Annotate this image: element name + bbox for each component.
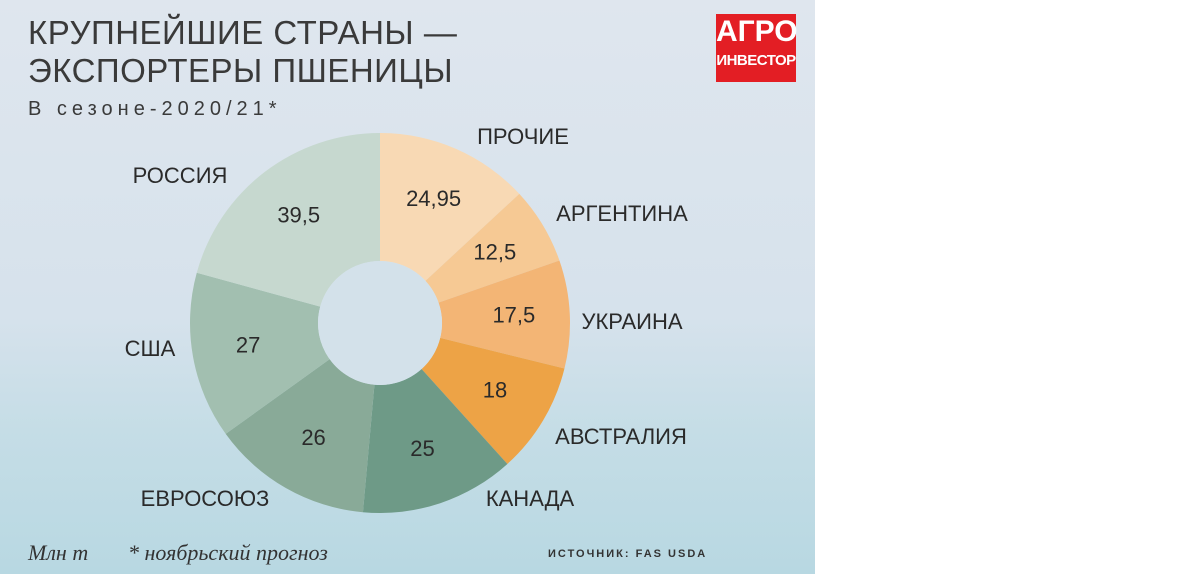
value-label: 25: [410, 436, 434, 461]
donut-slice: [438, 260, 571, 369]
category-label: УКРАИНА: [581, 309, 682, 334]
logo-bottom: ИНВЕСТОР: [716, 52, 796, 69]
chart-title: КРУПНЕЙШИЕ СТРАНЫ — ЭКСПОРТЕРЫ ПШЕНИЦЫ: [28, 14, 458, 89]
donut-slice: [421, 337, 565, 464]
donut-hole: [318, 261, 442, 385]
value-label: 18: [483, 378, 507, 403]
footnote: * ноябрьский прогноз: [128, 540, 328, 565]
value-label: 39,5: [277, 202, 320, 227]
infographic: КРУПНЕЙШИЕ СТРАНЫ — ЭКСПОРТЕРЫ ПШЕНИЦЫ В…: [0, 0, 815, 574]
value-label: 26: [301, 425, 325, 450]
donut-slice: [225, 359, 375, 513]
category-label: РОССИЯ: [133, 163, 228, 188]
donut-slice: [380, 133, 520, 281]
category-label: АРГЕНТИНА: [556, 201, 688, 226]
chart-subtitle: В сезоне-2020/21*: [28, 98, 282, 120]
category-label: ЕВРОСОЮЗ: [141, 486, 270, 511]
value-label: 17,5: [492, 303, 535, 328]
donut-slice: [190, 272, 330, 434]
value-label: 12,5: [473, 240, 516, 265]
value-label: 24,95: [406, 186, 461, 211]
logo: АГРО ИНВЕСТОР: [716, 14, 798, 82]
unit-label: Млн т: [28, 540, 89, 565]
source: ИСТОЧНИК: FAS USDA: [548, 548, 708, 560]
category-label: КАНАДА: [486, 486, 575, 511]
category-label: США: [125, 336, 176, 361]
category-label: ПРОЧИЕ: [477, 124, 569, 149]
chart: 24,95 ПРОЧИЕ 12,5 АРГЕНТИНА 17,5 УКРАИНА 18 АВС…: [125, 124, 688, 513]
logo-top: АГРО: [716, 15, 798, 48]
donut-slice: [425, 193, 560, 303]
donut-slice: [362, 368, 508, 513]
value-label: 27: [236, 333, 260, 358]
category-label: АВСТРАЛИЯ: [555, 424, 687, 449]
donut-slice: [196, 133, 380, 307]
